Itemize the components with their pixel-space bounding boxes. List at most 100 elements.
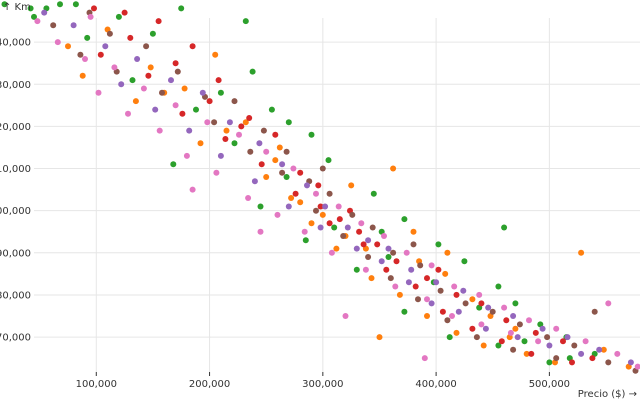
y-tick-label: 90,000: [0, 248, 31, 259]
data-point: [328, 249, 335, 256]
data-point: [410, 228, 417, 235]
data-point: [27, 5, 34, 12]
data-point: [521, 338, 528, 345]
y-tick-label: 80,000: [0, 290, 31, 301]
data-point: [578, 350, 585, 357]
data-point: [353, 245, 360, 252]
data-point: [546, 342, 553, 349]
data-point: [335, 203, 342, 210]
data-point: [189, 186, 196, 193]
data-point: [140, 85, 147, 92]
y-tick-label: 140,000: [0, 38, 31, 49]
data-point: [213, 169, 220, 176]
data-point: [444, 249, 451, 256]
data-point: [211, 119, 218, 126]
data-point: [469, 296, 476, 303]
data-point: [455, 308, 462, 315]
data-point: [97, 51, 104, 58]
data-point: [125, 110, 131, 117]
data-point: [31, 13, 37, 20]
data-point: [179, 110, 186, 117]
data-point: [390, 165, 397, 172]
data-point: [627, 359, 634, 366]
data-point: [84, 34, 91, 41]
data-point: [374, 241, 381, 248]
data-point: [121, 9, 128, 16]
data-point: [65, 43, 71, 50]
data-point: [223, 127, 230, 134]
data-point: [155, 18, 162, 25]
data-point: [313, 207, 319, 214]
data-point: [54, 39, 61, 46]
data-point: [242, 119, 249, 126]
data-point: [134, 56, 141, 62]
data-point: [480, 342, 487, 349]
data-point: [149, 30, 156, 37]
data-point: [358, 220, 365, 227]
data-point: [285, 119, 292, 126]
data-point: [238, 123, 245, 130]
data-points: [1, 1, 640, 374]
data-point: [249, 68, 256, 75]
data-point: [242, 18, 249, 25]
data-point: [495, 342, 502, 349]
data-point: [263, 174, 270, 180]
data-point: [57, 1, 63, 8]
data-point: [396, 291, 403, 298]
data-point: [193, 106, 199, 113]
data-point: [290, 165, 297, 172]
data-point: [226, 119, 233, 126]
data-point: [326, 190, 333, 197]
data-point: [516, 321, 523, 328]
data-point: [1, 1, 8, 8]
data-point: [510, 313, 517, 319]
x-axis-label: Precio ($) →: [578, 389, 637, 400]
data-point: [501, 304, 508, 311]
data-point: [292, 190, 299, 197]
data-point: [258, 161, 265, 168]
x-tick-label: 300,000: [302, 379, 343, 390]
data-point: [415, 296, 421, 303]
data-point: [247, 148, 254, 155]
data-point: [325, 157, 332, 164]
data-point: [600, 346, 607, 353]
data-point: [317, 203, 324, 210]
data-point: [424, 296, 430, 303]
data-point: [571, 342, 578, 349]
data-point: [268, 106, 275, 113]
data-point: [591, 308, 598, 315]
data-point: [326, 220, 333, 227]
data-point: [212, 51, 219, 58]
data-point: [424, 313, 430, 319]
data-point: [360, 241, 367, 248]
data-point: [170, 161, 177, 168]
data-point: [564, 334, 571, 341]
data-point: [507, 329, 514, 336]
data-point: [523, 350, 530, 357]
data-point: [199, 89, 206, 96]
x-tick-label: 400,000: [415, 379, 456, 390]
data-point: [41, 9, 48, 16]
data-point: [369, 224, 376, 231]
data-point: [569, 359, 575, 366]
data-point: [401, 308, 408, 315]
data-point: [87, 13, 94, 20]
data-point: [288, 195, 295, 201]
data-point: [336, 216, 343, 223]
data-point: [178, 5, 185, 12]
data-point: [215, 77, 222, 84]
data-point: [453, 291, 460, 298]
data-point: [370, 190, 377, 197]
data-point: [152, 106, 159, 113]
data-point: [172, 60, 179, 67]
data-point: [417, 262, 424, 269]
data-point: [393, 258, 400, 265]
data-point: [437, 287, 444, 294]
data-point: [469, 325, 476, 332]
data-point: [428, 300, 435, 307]
data-point: [77, 51, 84, 58]
data-point: [444, 317, 451, 324]
data-point: [297, 169, 304, 176]
data-point: [390, 249, 397, 256]
